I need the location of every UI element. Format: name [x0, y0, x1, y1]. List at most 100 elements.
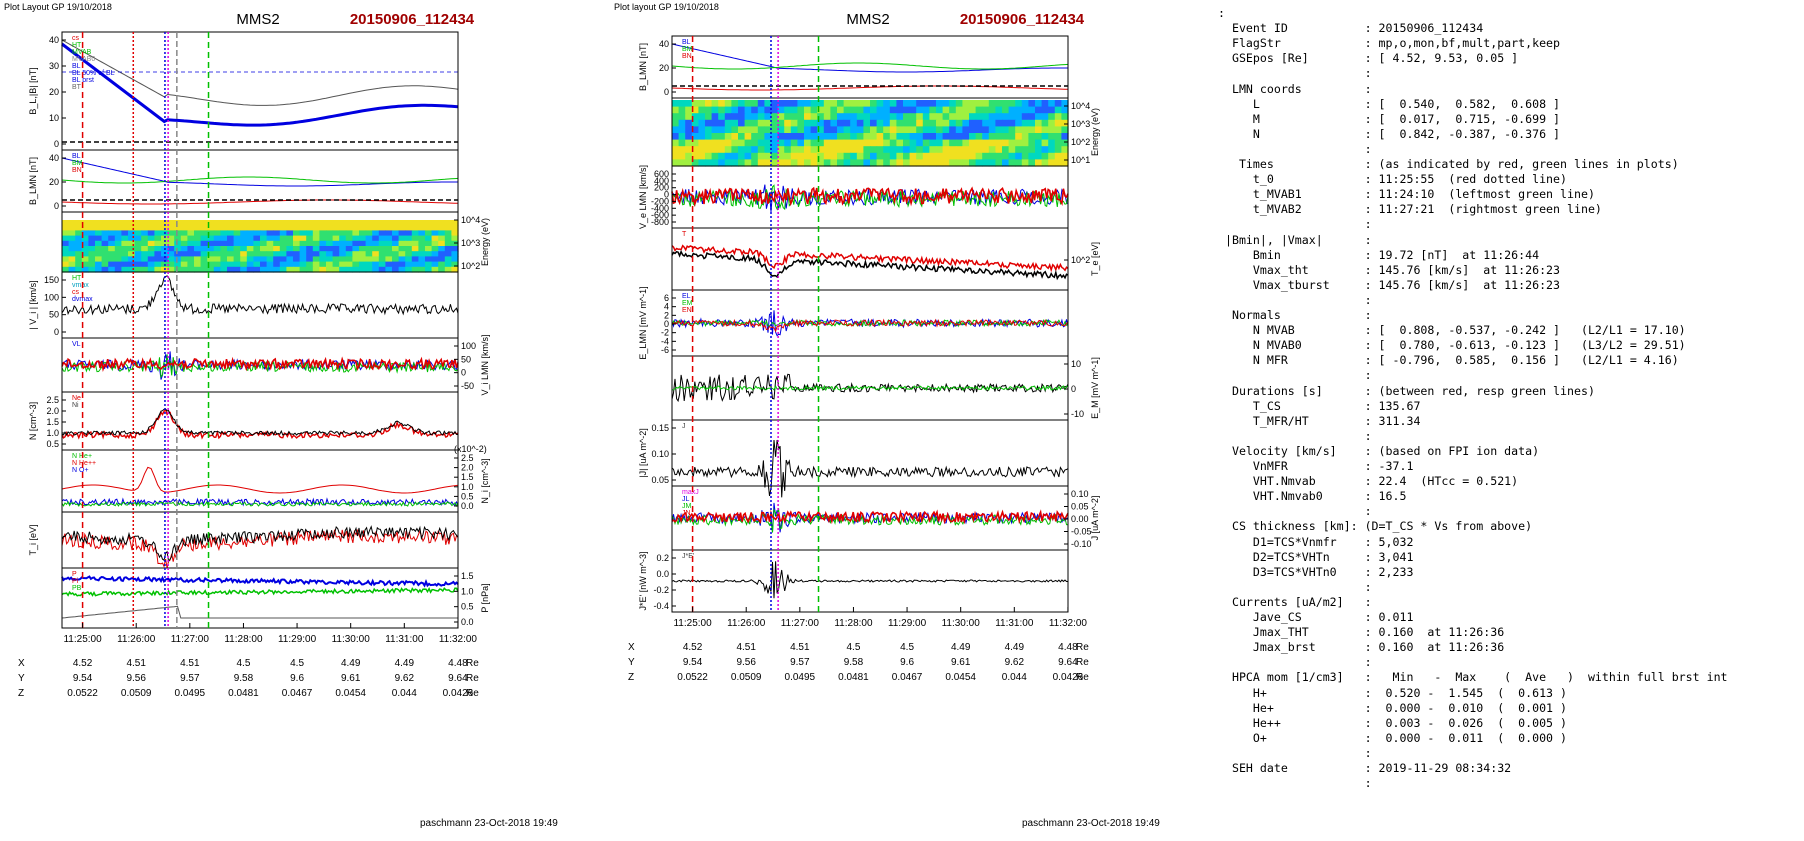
spectrogram-cell [108, 225, 116, 231]
spectrogram-cell [167, 261, 175, 268]
spectrogram-cell [883, 119, 891, 127]
spectrogram-cell [260, 251, 268, 257]
spectrogram-cell [916, 152, 924, 160]
tick-label: 10^1 [1071, 155, 1090, 165]
spectrogram-cell [784, 119, 792, 127]
spectrogram-cell [889, 106, 897, 114]
spectrogram-cell [253, 256, 261, 263]
spectrogram-cell [299, 225, 307, 231]
spectrogram-cell [260, 266, 268, 273]
series-n [671, 509, 1069, 525]
legend-entry: Ni [72, 402, 79, 409]
spectrogram-cell [751, 133, 759, 141]
spectrogram-cell [903, 113, 911, 121]
spectrogram-cell [889, 100, 897, 108]
spectrogram-cell [299, 246, 307, 252]
spectrogram-cell [1028, 126, 1036, 134]
spectrogram-cell [738, 113, 746, 121]
spectrogram-cell [949, 119, 957, 127]
tick-label: 200 [654, 183, 669, 193]
spectrogram-cell [975, 113, 983, 121]
spectrogram-cell [134, 266, 142, 273]
spectrogram-cell [889, 113, 897, 121]
tick-label: 0.15 [651, 423, 669, 433]
series-m [671, 508, 1069, 533]
time-tick-label: 11:32:00 [439, 634, 478, 645]
spectrogram-cell [253, 235, 261, 242]
spectrogram-cell [784, 152, 792, 160]
spectrogram-cell [319, 266, 327, 273]
spectrogram-cell [253, 261, 261, 268]
spectrogram-cell [352, 225, 360, 231]
spectrogram-cell [101, 246, 109, 252]
spectrogram-cell [128, 261, 136, 268]
spectrogram-cell [969, 146, 977, 154]
pos-row-value: 9.56 [736, 657, 756, 668]
spectrogram-cell [691, 139, 699, 147]
spectrogram-cell [161, 251, 169, 257]
spectrogram-cell [837, 139, 845, 147]
spectrogram-cell [385, 225, 393, 231]
spectrogram-cell [319, 261, 327, 268]
spectrogram-cell [1008, 119, 1016, 127]
spectrogram-cell [1061, 113, 1069, 121]
legend-entry: BL [682, 39, 691, 46]
spectrogram-cell [724, 152, 732, 160]
spectrogram-cell [220, 261, 228, 268]
axis-label-right: J [uA m^-2] [1090, 496, 1100, 541]
pos-row-value: 4.52 [73, 658, 93, 669]
legend-entry: cs [72, 289, 80, 296]
parameters-row: : [1218, 6, 1225, 20]
axis-label-left: J*E' [nW m^-3] [638, 552, 648, 611]
spectrogram-cell [817, 119, 825, 127]
parameters-row: : [1218, 428, 1372, 443]
spectrogram-cell [764, 113, 772, 121]
spectrogram-cell [817, 139, 825, 147]
spectrogram-cell [332, 240, 340, 247]
axis-label-right: Energy (eV) [480, 218, 490, 266]
spectrogram-cell [975, 119, 983, 127]
spectrogram-cell [207, 240, 215, 247]
spectrogram-cell [372, 225, 380, 231]
spectrogram-cell [969, 133, 977, 141]
spectrogram-cell [405, 220, 413, 226]
tick-label: 400 [654, 176, 669, 186]
spectrogram-cell [975, 106, 983, 114]
spectrogram-cell [1061, 146, 1069, 154]
spectrogram-cell [352, 261, 360, 268]
spectrogram-cell [1015, 152, 1023, 160]
spectrogram-cell [817, 146, 825, 154]
spectrogram-cell [995, 106, 1003, 114]
spectrogram-cell [764, 100, 772, 108]
spectrogram-cell [1041, 159, 1049, 167]
spectrogram-cell [804, 146, 812, 154]
spectrogram-cell [167, 230, 175, 237]
spectrogram-cell [398, 220, 406, 226]
spectrogram-cell [830, 119, 838, 127]
spectrogram-cell [711, 159, 719, 167]
parameters-row: L : [ 0.540, 0.582, 0.608 ] [1218, 96, 1561, 111]
spectrogram-cell [678, 146, 686, 154]
spectrogram-cell [916, 100, 924, 108]
spectrogram-cell [744, 126, 752, 134]
tick-label: 2.5 [46, 395, 59, 405]
series-pb [61, 605, 458, 619]
spectrogram-cell [1015, 133, 1023, 141]
spectrogram-cell [896, 146, 904, 154]
spectrogram-cell [378, 256, 386, 263]
legend-entry: J [682, 423, 686, 430]
tick-label: 10^2 [461, 261, 480, 271]
spectrogram-cell [425, 256, 433, 263]
pos-row-value: 9.62 [395, 673, 415, 684]
spectrogram-cell [777, 152, 785, 160]
spectrogram-cell [962, 113, 970, 121]
tick-label: 40 [659, 39, 669, 49]
spectrogram-cell [81, 225, 89, 231]
axis-label-right: E_M [mV m^-1] [1090, 357, 1100, 419]
spectrogram-cell [876, 146, 884, 154]
spectrogram-cell [1048, 152, 1056, 160]
spectrogram-cell [889, 152, 897, 160]
spectrogram-cell [286, 220, 294, 226]
parameters-row: Jmax_THT : 0.160 at 11:26:36 [1218, 625, 1505, 640]
